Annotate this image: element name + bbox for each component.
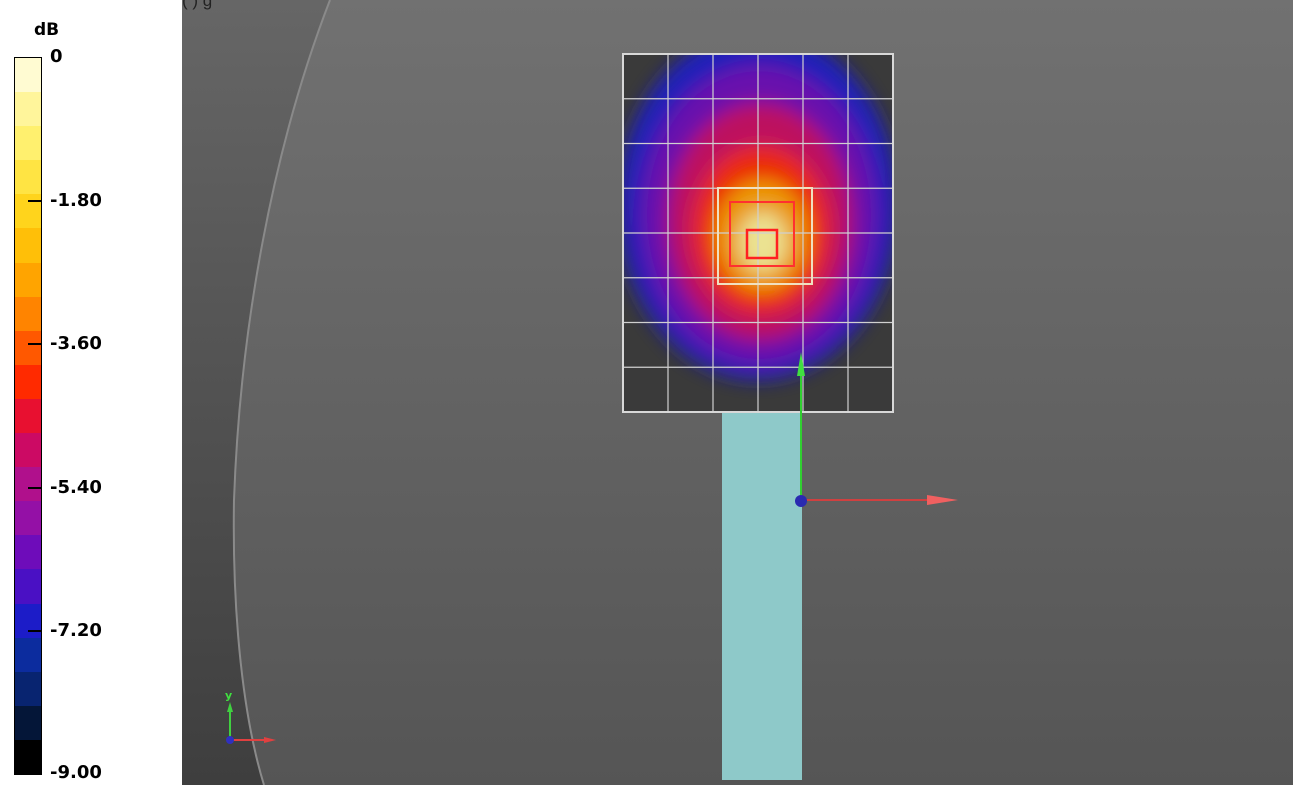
colorbar-tick [28,343,42,346]
colorbar-step [15,535,41,571]
phantom-edge [232,0,331,785]
colorbar-step [15,705,41,741]
3d-viewport[interactable]: ( ) g [182,0,1293,785]
colorbar-step [15,467,41,503]
colorbar-step [15,603,41,639]
colorbar-step [15,262,41,298]
colorbar-tick-label: -1.80 [50,189,102,211]
gizmo-y-label: y [225,689,232,702]
scan-grid-border [622,53,894,413]
gizmo-y-arrowhead [227,702,233,712]
orientation-gizmo[interactable]: y [225,689,276,744]
colorbar [14,57,42,775]
colorbar-tick-label: 0 [50,46,63,67]
gizmo-x-arrowhead [264,737,276,743]
zoom-scan-outer-box[interactable] [717,187,813,285]
scan-area[interactable] [618,30,898,413]
colorbar-step [15,58,41,94]
colorbar-step [15,501,41,537]
local-axes [795,352,958,507]
colorbar-step [15,160,41,196]
scene-canvas[interactable]: y [182,0,1293,785]
zoom-scan-inner-box [745,228,779,260]
colorbar-step [15,433,41,469]
colorbar-tick [28,486,42,489]
colorbar-step [15,569,41,605]
colorbar-step [15,92,41,128]
local-origin [795,495,807,507]
colorbar-step [15,671,41,707]
scan-grid-lines [623,54,893,412]
colorbar-step [15,398,41,435]
colorbar-tick-label: -7.20 [50,620,102,642]
viewport-caption: ( ) g [182,0,213,10]
colorbar-step [15,330,41,366]
colorbar-tick-label: -3.60 [50,333,102,355]
colorbar-step [15,364,41,400]
local-y-arrowhead [797,352,805,376]
colorbar-step [15,739,41,775]
colorbar-tick [28,630,42,633]
local-x-arrowhead [927,495,958,505]
colorbar-tick [28,199,42,202]
color-legend: dB 0 -1.80 -3.60 -5.40 -7.20 -9.00 [0,0,182,785]
colorbar-tick-label: -9.00 [50,762,102,783]
colorbar-step [15,126,41,162]
gizmo-origin [226,736,234,744]
zoom-scan-middle-box [729,201,795,267]
colorbar-tick-label: -5.40 [50,476,102,498]
legend-unit-label: dB [34,20,60,40]
colorbar-step [15,296,41,332]
colorbar-step [15,228,41,264]
colorbar-step [15,637,41,673]
